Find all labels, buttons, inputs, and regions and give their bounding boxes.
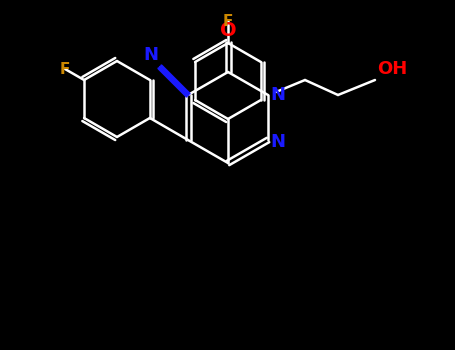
Text: O: O [220,21,236,40]
Text: OH: OH [377,60,407,78]
Text: N: N [270,133,285,151]
Text: N: N [143,46,158,64]
Text: F: F [60,62,70,77]
Text: N: N [270,86,285,104]
Text: F: F [223,14,233,28]
